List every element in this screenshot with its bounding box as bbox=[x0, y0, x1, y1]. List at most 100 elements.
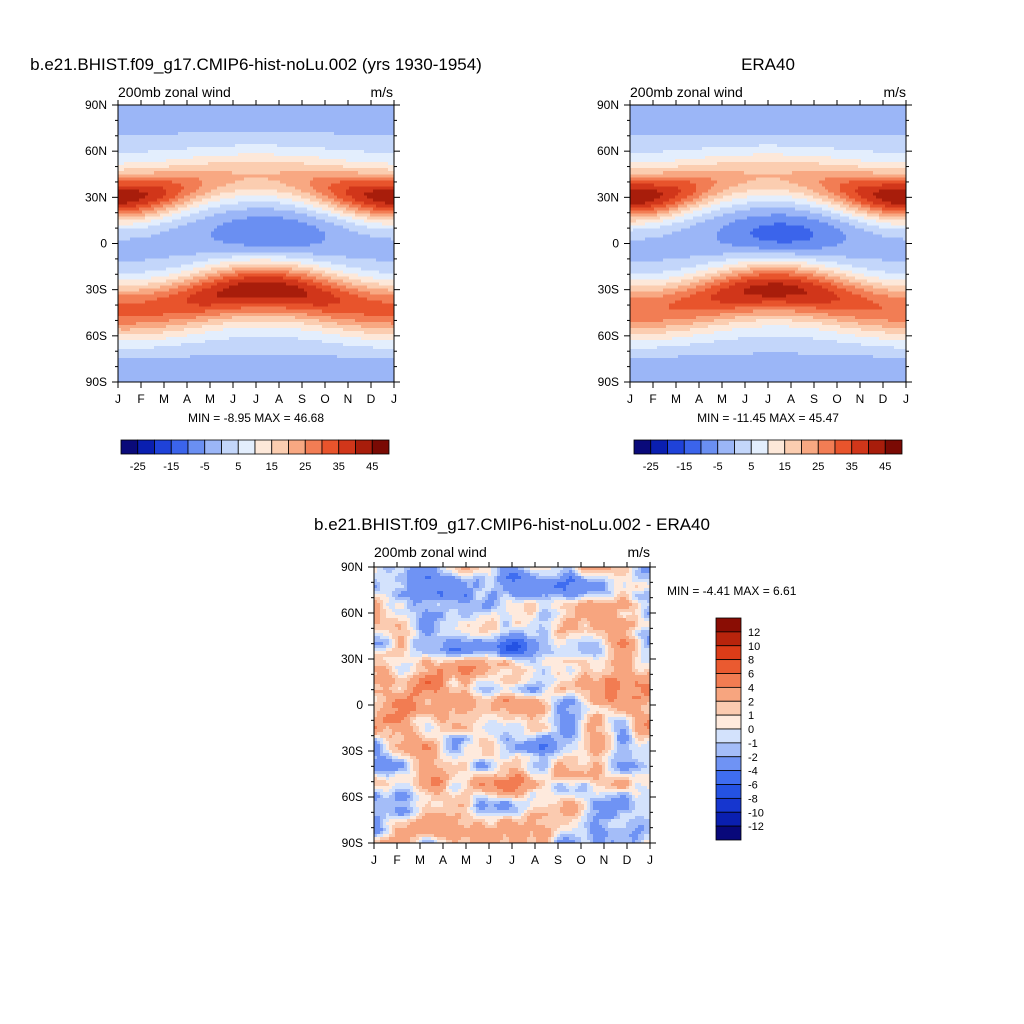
colorbar-tick-label: -10 bbox=[748, 807, 764, 819]
colorbar-swatch bbox=[715, 797, 742, 813]
x-tick-label: A bbox=[787, 392, 795, 406]
x-tick-label: D bbox=[367, 392, 376, 406]
colorbar-swatch bbox=[715, 700, 742, 716]
x-tick-label: J bbox=[742, 392, 748, 406]
panel-model: b.e21.BHIST.f09_g17.CMIP6-hist-noLu.002 … bbox=[30, 55, 482, 473]
colorbar-swatch bbox=[767, 439, 786, 455]
colorbar-tick-label: -8 bbox=[748, 793, 758, 805]
x-tick-label: J bbox=[627, 392, 633, 406]
x-tick-label: J bbox=[509, 853, 515, 867]
x-tick-label: O bbox=[832, 392, 841, 406]
colorbar-swatch bbox=[120, 439, 139, 455]
colorbar-swatch bbox=[784, 439, 802, 455]
colorbar-swatch bbox=[715, 617, 742, 633]
colorbar-tick-label: 4 bbox=[748, 682, 754, 694]
x-tick-label: S bbox=[554, 853, 562, 867]
colorbar-tick-label: 5 bbox=[748, 461, 754, 473]
x-tick-label: J bbox=[371, 853, 377, 867]
colorbar-swatch bbox=[271, 439, 289, 455]
x-tick-label: S bbox=[298, 392, 306, 406]
colorbar-tick-label: -15 bbox=[163, 461, 179, 473]
colorbar-swatch bbox=[851, 439, 869, 455]
y-tick-label: 60S bbox=[598, 329, 619, 343]
colorbar-tick-label: 25 bbox=[299, 461, 311, 473]
y-tick-label: 30N bbox=[341, 652, 363, 666]
colorbar-swatch bbox=[304, 439, 323, 455]
y-tick-label: 90N bbox=[85, 98, 107, 112]
colorbar-swatch bbox=[221, 439, 239, 455]
x-tick-label: J bbox=[253, 392, 259, 406]
x-tick-label: A bbox=[695, 392, 703, 406]
y-tick-label: 30S bbox=[342, 744, 363, 758]
panel-title: b.e21.BHIST.f09_g17.CMIP6-hist-noLu.002 … bbox=[314, 515, 710, 534]
colorbar-swatch bbox=[667, 439, 685, 455]
x-tick-label: M bbox=[205, 392, 215, 406]
y-tick-label: 0 bbox=[356, 698, 363, 712]
x-tick-label: O bbox=[320, 392, 329, 406]
colorbar-swatch bbox=[683, 439, 702, 455]
colorbar-swatch bbox=[170, 439, 189, 455]
stats-label: MIN = -8.95 MAX = 46.68 bbox=[188, 411, 324, 425]
x-tick-label: F bbox=[137, 392, 144, 406]
y-tick-label: 60S bbox=[342, 790, 363, 804]
colorbar-tick-label: 45 bbox=[879, 461, 891, 473]
y-tick-label: 90S bbox=[342, 836, 363, 850]
y-tick-label: 90S bbox=[86, 375, 107, 389]
colorbar-swatch bbox=[715, 770, 742, 785]
colorbar-swatch bbox=[338, 439, 356, 455]
colorbar-tick-label: 25 bbox=[812, 461, 824, 473]
colorbar-swatch bbox=[834, 439, 853, 455]
colorbar-tick-label: -4 bbox=[748, 766, 758, 778]
panel-difference: b.e21.BHIST.f09_g17.CMIP6-hist-noLu.002 … bbox=[314, 515, 797, 867]
x-tick-label: A bbox=[183, 392, 191, 406]
y-tick-label: 90S bbox=[598, 375, 619, 389]
colorbar-tick-label: -25 bbox=[643, 461, 659, 473]
colorbar-tick-label: 15 bbox=[779, 461, 791, 473]
colorbar-swatch bbox=[254, 439, 273, 455]
colorbar-swatch bbox=[750, 439, 769, 455]
y-tick-label: 60S bbox=[86, 329, 107, 343]
colorbar-tick-label: -5 bbox=[200, 461, 210, 473]
y-tick-label: 30S bbox=[598, 283, 619, 297]
colorbar-tick-label: -6 bbox=[748, 780, 758, 792]
colorbar-swatch bbox=[715, 811, 742, 827]
colorbar-swatch bbox=[715, 714, 742, 730]
colorbar-swatch bbox=[715, 659, 742, 674]
colorbar-swatch bbox=[715, 686, 742, 702]
colorbar-swatch bbox=[715, 825, 742, 841]
y-tick-label: 90N bbox=[597, 98, 619, 112]
colorbar-tick-label: 2 bbox=[748, 696, 754, 708]
stats-label: MIN = -4.41 MAX = 6.61 bbox=[667, 584, 797, 598]
colorbar-tick-label: 15 bbox=[266, 461, 278, 473]
colorbar-swatch bbox=[715, 645, 742, 661]
colorbar-swatch bbox=[734, 439, 752, 455]
colorbar-swatch bbox=[204, 439, 222, 455]
colorbar-swatch bbox=[715, 673, 742, 688]
x-tick-label: N bbox=[856, 392, 865, 406]
colorbar-model: -25 -15 -5 5 15 25 35 45 bbox=[120, 439, 390, 473]
colorbar-tick-label: -12 bbox=[748, 821, 764, 833]
colorbar-tick-label: -25 bbox=[130, 461, 146, 473]
x-tick-label: O bbox=[576, 853, 585, 867]
panel-units-label: m/s bbox=[883, 84, 906, 100]
contour-fill bbox=[374, 567, 651, 844]
colorbar-swatch bbox=[817, 439, 836, 455]
colorbar-swatch bbox=[321, 439, 340, 455]
y-tick-label: 30N bbox=[597, 190, 619, 204]
x-tick-label: M bbox=[415, 853, 425, 867]
colorbar-tick-label: 12 bbox=[748, 627, 760, 639]
x-tick-label: J bbox=[115, 392, 121, 406]
x-tick-label: M bbox=[461, 853, 471, 867]
colorbar-swatch bbox=[700, 439, 719, 455]
colorbar-tick-label: 45 bbox=[366, 461, 378, 473]
colorbar-tick-label: 6 bbox=[748, 669, 754, 681]
colorbar-tick-label: 35 bbox=[846, 461, 858, 473]
colorbar-swatch bbox=[715, 728, 742, 744]
colorbar-tick-label: 5 bbox=[235, 461, 241, 473]
stats-label: MIN = -11.45 MAX = 45.47 bbox=[697, 411, 839, 425]
colorbar-tick-label: -5 bbox=[713, 461, 723, 473]
